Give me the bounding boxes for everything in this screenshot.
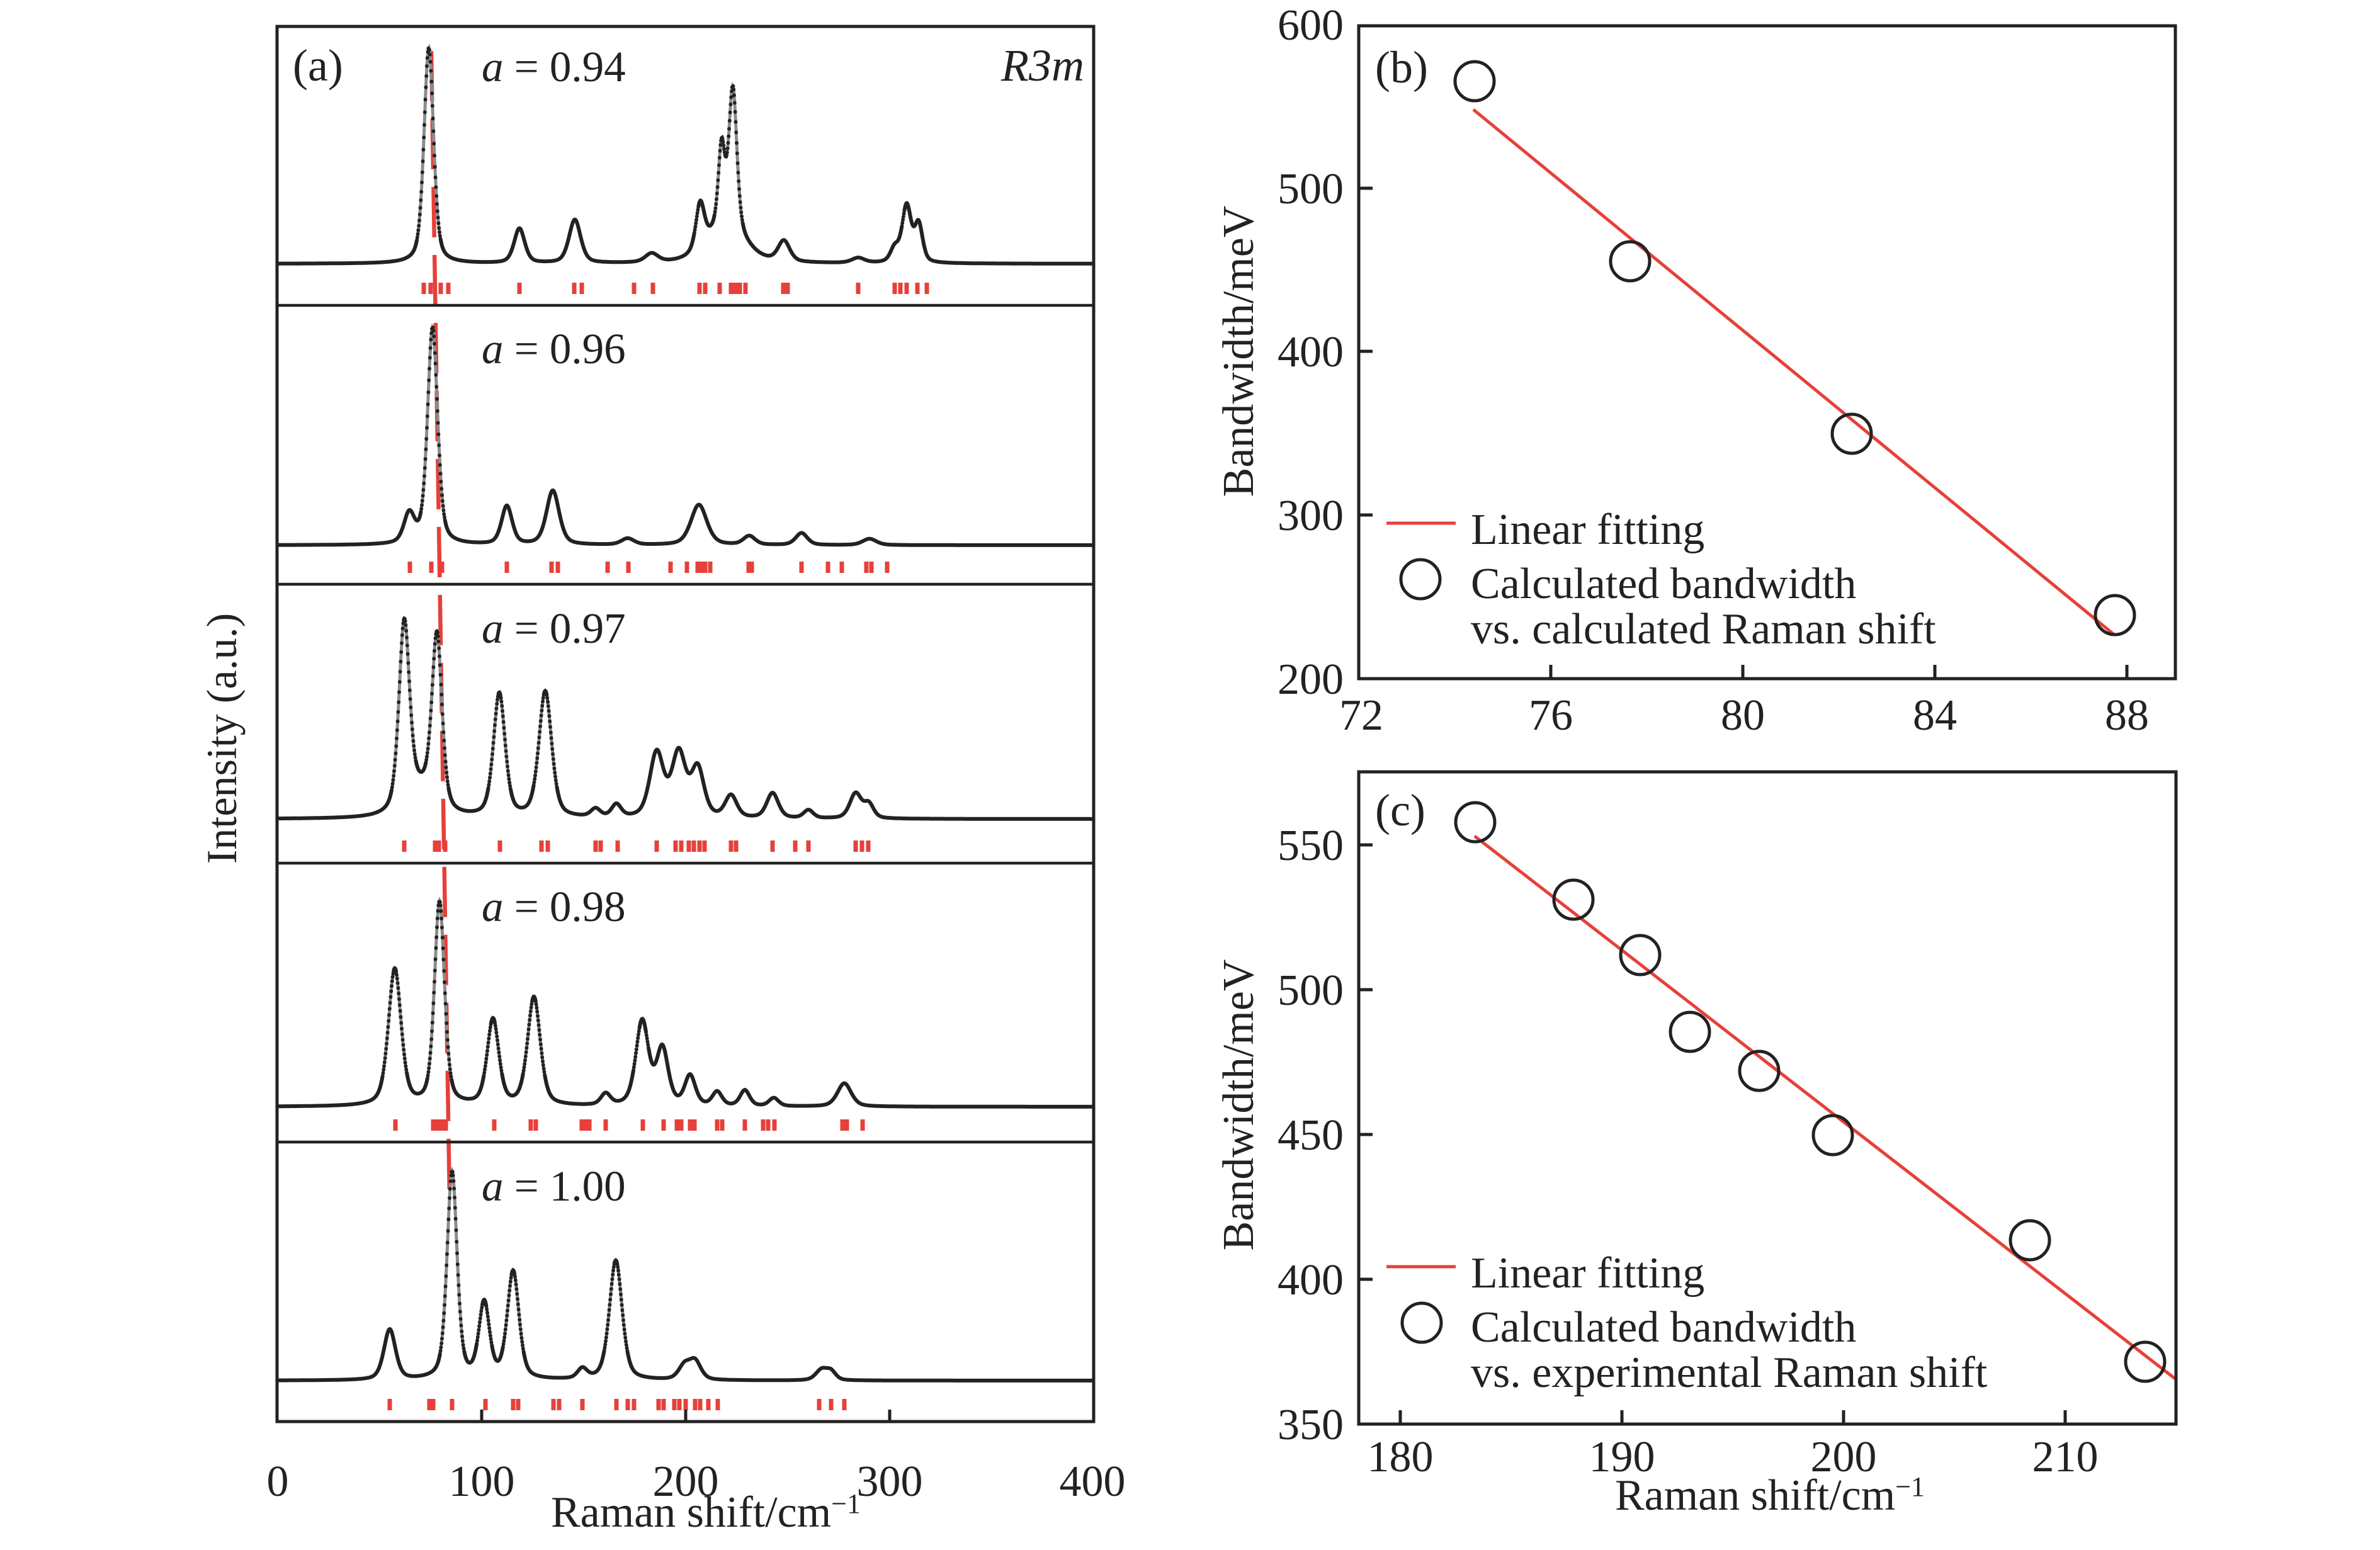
svg-text:vs. experimental Raman shift: vs. experimental Raman shift	[1471, 1349, 1988, 1397]
svg-text:Intensity (a.u.): Intensity (a.u.)	[198, 613, 246, 864]
svg-text:(b): (b)	[1375, 42, 1428, 93]
svg-text:a = 0.96: a = 0.96	[482, 325, 626, 373]
svg-text:(c): (c)	[1375, 785, 1425, 835]
svg-text:100: 100	[449, 1457, 515, 1506]
svg-text:R3m: R3m	[1000, 40, 1084, 91]
svg-text:300: 300	[1278, 492, 1344, 540]
svg-text:Raman shift/cm−1: Raman shift/cm−1	[551, 1488, 861, 1537]
svg-text:210: 210	[2032, 1433, 2099, 1481]
svg-text:(a): (a)	[293, 40, 343, 91]
svg-text:88: 88	[2105, 691, 2149, 740]
svg-text:a = 0.98: a = 0.98	[482, 883, 626, 931]
svg-text:500: 500	[1278, 165, 1344, 213]
svg-text:vs. calculated Raman shift: vs. calculated Raman shift	[1471, 605, 1936, 653]
svg-text:550: 550	[1278, 822, 1344, 870]
svg-text:500: 500	[1278, 966, 1344, 1015]
svg-text:450: 450	[1278, 1111, 1344, 1160]
svg-text:0: 0	[267, 1457, 289, 1506]
svg-text:a = 0.94: a = 0.94	[482, 43, 626, 91]
svg-text:Linear fitting: Linear fitting	[1471, 1249, 1704, 1298]
svg-text:a = 1.00: a = 1.00	[482, 1162, 626, 1210]
svg-text:350: 350	[1278, 1401, 1344, 1449]
svg-text:a = 0.97: a = 0.97	[482, 604, 626, 652]
svg-text:400: 400	[1278, 328, 1344, 376]
svg-text:180: 180	[1368, 1433, 1434, 1481]
svg-text:200: 200	[1811, 1433, 1877, 1481]
svg-text:190: 190	[1589, 1433, 1655, 1481]
svg-text:400: 400	[1278, 1256, 1344, 1304]
svg-text:600: 600	[1278, 1, 1344, 50]
svg-text:Linear fitting: Linear fitting	[1471, 506, 1704, 554]
svg-text:Raman shift/cm−1: Raman shift/cm−1	[1615, 1471, 1925, 1520]
svg-text:Bandwidth/meV: Bandwidth/meV	[1215, 206, 1263, 497]
svg-text:200: 200	[1278, 655, 1344, 704]
svg-text:84: 84	[1913, 691, 1957, 740]
svg-text:Calculated bandwidth: Calculated bandwidth	[1471, 560, 1856, 608]
svg-text:Bandwidth/meV: Bandwidth/meV	[1215, 959, 1263, 1251]
svg-text:300: 300	[857, 1457, 923, 1506]
svg-text:80: 80	[1721, 691, 1765, 740]
svg-text:400: 400	[1060, 1457, 1126, 1506]
svg-text:200: 200	[653, 1457, 719, 1506]
svg-text:72: 72	[1339, 691, 1383, 740]
svg-text:76: 76	[1529, 691, 1573, 740]
svg-text:Calculated bandwidth: Calculated bandwidth	[1471, 1303, 1856, 1352]
